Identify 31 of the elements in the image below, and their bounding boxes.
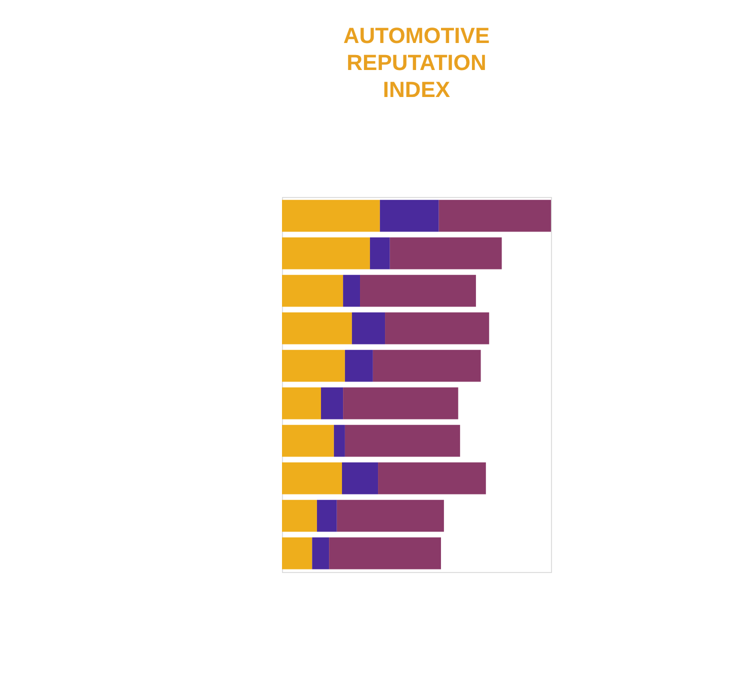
bar bbox=[282, 500, 317, 532]
bar bbox=[334, 424, 345, 457]
bar bbox=[312, 537, 330, 570]
bar bbox=[336, 500, 444, 532]
bar bbox=[342, 462, 378, 494]
bar bbox=[378, 462, 486, 494]
bar bbox=[372, 350, 481, 382]
bar bbox=[282, 350, 345, 382]
bar bbox=[282, 312, 352, 344]
bar bbox=[343, 274, 360, 307]
bar bbox=[282, 200, 380, 232]
bar bbox=[390, 237, 502, 270]
bar bbox=[385, 312, 490, 344]
bar bbox=[282, 387, 322, 420]
bar bbox=[344, 350, 373, 382]
bar bbox=[344, 424, 460, 457]
bar bbox=[282, 274, 344, 307]
bar bbox=[282, 462, 342, 494]
bar bbox=[343, 387, 458, 420]
bar bbox=[360, 274, 476, 307]
bar bbox=[316, 500, 337, 532]
chart-title: AUTOMOTIVE REPUTATION INDEX bbox=[343, 23, 490, 102]
bar bbox=[329, 537, 441, 570]
bar bbox=[370, 237, 390, 270]
bar bbox=[438, 200, 551, 232]
bar bbox=[282, 537, 312, 570]
bar bbox=[282, 424, 334, 457]
bar bbox=[282, 237, 370, 270]
bar bbox=[352, 312, 386, 344]
bar bbox=[380, 200, 439, 232]
bar bbox=[321, 387, 344, 420]
